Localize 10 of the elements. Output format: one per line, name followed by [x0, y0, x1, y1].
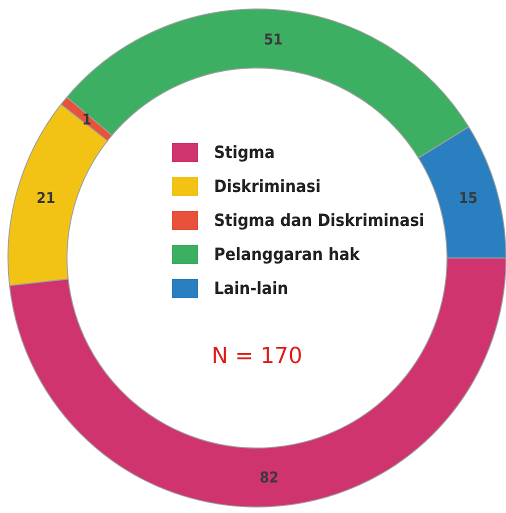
legend-label: Stigma dan Diskriminasi: [214, 211, 424, 231]
text: N = 170: [212, 344, 302, 369]
legend-label: Lain-lain: [214, 279, 288, 299]
data-label: 82: [260, 468, 279, 486]
data-label: 51: [264, 30, 283, 48]
legend-label: Stigma: [214, 143, 275, 163]
legend-label: Pelanggaran hak: [214, 245, 361, 265]
data-label: 21: [36, 189, 56, 208]
data-label: 15: [458, 189, 478, 208]
legend-label: Diskriminasi: [214, 177, 321, 197]
